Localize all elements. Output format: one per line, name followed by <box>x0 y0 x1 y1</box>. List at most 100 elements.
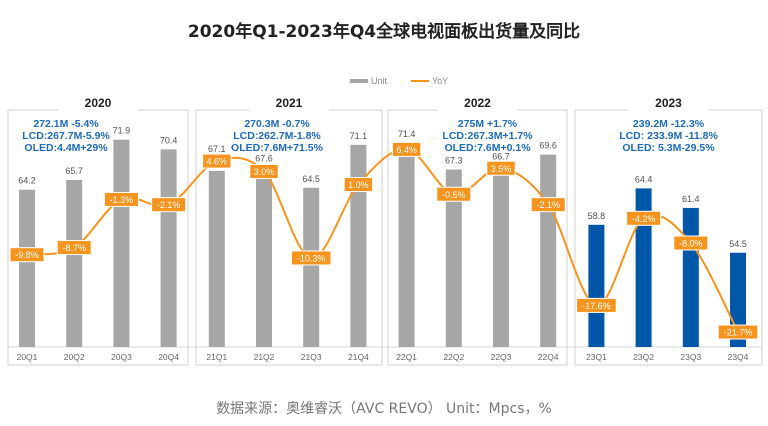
group-note: 239.2M -12.3% <box>633 118 705 130</box>
x-tick-label: 21Q4 <box>348 352 369 362</box>
bar-23Q2 <box>635 188 652 347</box>
bar-20Q4 <box>160 149 177 347</box>
bar-22Q4 <box>540 154 557 347</box>
group-year-label: 2023 <box>655 96 682 110</box>
yoy-value-label: 6.4% <box>396 145 417 155</box>
group-box <box>387 109 568 366</box>
bar-value-label: 71.1 <box>350 131 368 141</box>
bar-value-label: 70.4 <box>160 135 178 145</box>
group-note: LCD: 233.9M -11.8% <box>619 130 718 142</box>
group-year-label: 2022 <box>464 96 491 110</box>
legend-unit-swatch <box>350 79 368 83</box>
yoy-label-box <box>151 197 187 213</box>
group-note: 275M +1.7% <box>458 118 518 130</box>
group-note: LCD:262.7M-1.8% <box>233 130 321 142</box>
bar-value-label: 54.5 <box>729 239 747 249</box>
group-year-label: 2020 <box>85 96 112 110</box>
group-year-label: 2021 <box>276 96 303 110</box>
yoy-value-label: -9.8% <box>15 250 39 260</box>
group-box <box>574 109 763 366</box>
bar-20Q2 <box>66 179 83 347</box>
x-tick-label: 21Q2 <box>254 352 275 362</box>
bar-22Q3 <box>493 173 509 347</box>
yoy-value-label: 3.0% <box>254 167 275 177</box>
bar-21Q3 <box>303 187 320 347</box>
bar-21Q2 <box>256 167 272 347</box>
bar-value-label: 67.1 <box>208 144 226 154</box>
group-box <box>195 109 383 366</box>
x-tick-label: 23Q3 <box>680 352 701 362</box>
x-tick-label: 21Q1 <box>206 352 227 362</box>
legend-yoy-label: YoY <box>432 76 448 86</box>
chart-source: 数据来源：奥维睿沃（AVC REVO） Unit：Mpcs，% <box>216 401 552 417</box>
x-tick-label: 20Q1 <box>17 352 38 362</box>
group-note: 272.1M -5.4% <box>33 118 99 130</box>
yoy-label-box <box>530 197 566 213</box>
bar-value-label: 66.7 <box>492 151 510 161</box>
yoy-label-box <box>202 153 232 169</box>
yoy-label-box <box>103 191 139 207</box>
bar-value-label: 71.4 <box>398 129 416 139</box>
yoy-label-box <box>486 160 516 176</box>
x-tick-label: 21Q3 <box>301 352 322 362</box>
x-tick-label: 20Q2 <box>64 352 85 362</box>
yoy-label-box <box>9 247 45 263</box>
group-note: OLED: 5.3M-29.5% <box>622 142 715 154</box>
bar-value-label: 64.5 <box>302 174 320 184</box>
yoy-value-label: 1.0% <box>348 180 369 190</box>
x-tick-label: 22Q2 <box>443 352 464 362</box>
bar-value-label: 65.7 <box>65 166 83 176</box>
group-note: OLED:7.6M+0.1% <box>444 142 531 154</box>
yoy-label-box <box>391 141 422 157</box>
yoy-label-box <box>436 186 472 202</box>
bar-value-label: 58.8 <box>588 211 606 221</box>
x-tick-label: 23Q2 <box>633 352 654 362</box>
yoy-value-label: -2.1% <box>157 200 181 210</box>
chart-title: 2020年Q1-2023年Q4全球电视面板出货量及同比 <box>187 22 581 42</box>
yoy-value-label: -0.5% <box>442 190 466 200</box>
yoy-label-box <box>673 235 709 251</box>
group-box <box>7 109 189 366</box>
yoy-value-label: -17.6% <box>582 301 611 311</box>
yoy-label-box <box>56 240 92 256</box>
group-note: OLED:7.6M+71.5% <box>231 142 324 154</box>
yoy-value-label: -21.7% <box>724 328 753 338</box>
yoy-label-box <box>343 177 374 192</box>
x-tick-label: 20Q3 <box>111 352 132 362</box>
yoy-value-label: -8.0% <box>679 239 703 249</box>
yoy-value-label: 4.6% <box>207 157 228 167</box>
bar-22Q1 <box>398 142 415 347</box>
yoy-label-box <box>249 164 279 179</box>
yoy-value-label: -10.3% <box>297 253 326 263</box>
bar-value-label: 64.2 <box>18 176 36 186</box>
yoy-label-box <box>717 324 759 340</box>
legend-unit-label: Unit <box>371 76 388 86</box>
x-tick-label: 23Q4 <box>728 352 749 362</box>
x-tick-label: 22Q1 <box>396 352 417 362</box>
yoy-value-label: -2.1% <box>536 200 560 210</box>
bar-23Q3 <box>682 207 699 347</box>
bar-value-label: 69.6 <box>539 141 557 151</box>
x-tick-label: 20Q4 <box>158 352 179 362</box>
bar-21Q1 <box>208 170 225 347</box>
group-note: LCD:267.3M+1.7% <box>442 130 533 142</box>
x-tick-label: 22Q4 <box>538 352 559 362</box>
yoy-value-label: -4.2% <box>632 214 656 224</box>
bar-value-label: 67.6 <box>255 154 273 164</box>
yoy-value-label: -8.7% <box>62 243 86 253</box>
bar-value-label: 67.3 <box>445 156 463 166</box>
yoy-label-box <box>290 250 332 266</box>
bar-22Q2 <box>445 169 462 347</box>
x-tick-label: 23Q1 <box>586 352 607 362</box>
group-note: OLED:4.4M+29% <box>24 142 108 154</box>
yoy-label-box <box>576 297 617 313</box>
group-note: LCD:267.7M-5.9% <box>22 130 110 142</box>
bar-21Q4 <box>350 144 367 347</box>
bar-value-label: 64.4 <box>635 174 653 184</box>
bar-20Q1 <box>19 189 35 347</box>
yoy-value-label: -1.3% <box>110 195 134 205</box>
group-note: 270.3M -0.7% <box>244 118 310 130</box>
x-tick-label: 22Q3 <box>491 352 512 362</box>
yoy-label-box <box>626 210 662 226</box>
